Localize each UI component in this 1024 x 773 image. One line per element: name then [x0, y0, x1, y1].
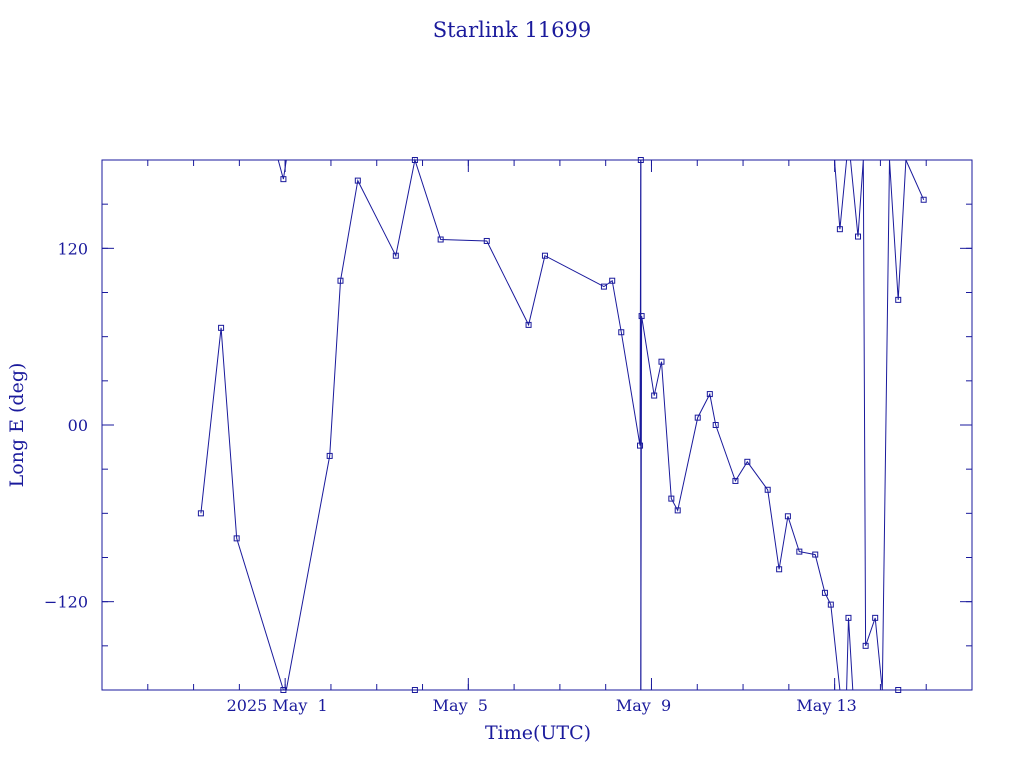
series-path [200, 158, 925, 691]
data-point [920, 196, 927, 203]
x-tick-label: 2025 May 1 [227, 696, 328, 715]
data-point [776, 566, 783, 573]
data-point [827, 601, 834, 608]
data-point [668, 495, 675, 502]
data-point [354, 177, 361, 184]
data-point [862, 642, 869, 649]
data-point [392, 252, 399, 259]
chart-title: Starlink 11699 [433, 18, 592, 42]
y-axis-label: Long E (deg) [6, 363, 28, 488]
tick-labels: 2025 May 1 May 5 May 9 May 13 120 00 −120 [44, 239, 857, 715]
data-point [821, 589, 828, 596]
x-tick-label: May 13 [796, 696, 856, 715]
plot-frame [101, 159, 973, 691]
data-point [483, 237, 490, 244]
y-tick-label: 120 [57, 239, 88, 258]
x-tick-label: May 9 [616, 696, 671, 715]
data-point [618, 329, 625, 336]
data-point [651, 392, 658, 399]
data-point [712, 422, 719, 428]
data-point [872, 614, 879, 621]
data-point [855, 233, 862, 240]
data-point [637, 442, 644, 449]
data-point [411, 687, 418, 693]
data-point [658, 358, 665, 365]
data-point [694, 414, 701, 421]
data-point [280, 176, 287, 183]
data-point [437, 236, 444, 243]
data-point [609, 277, 616, 284]
data-point [836, 226, 843, 233]
data-point [895, 687, 902, 693]
y-tick-label: −120 [44, 593, 88, 612]
x-axis-label: Time(UTC) [485, 722, 591, 744]
data-point [845, 614, 852, 621]
data-point [197, 510, 204, 517]
data-point [600, 283, 607, 290]
data-point [732, 477, 739, 484]
data-point [233, 535, 240, 542]
plot-border [101, 159, 973, 691]
data-point [326, 452, 333, 459]
data-point [744, 458, 751, 465]
series-markers [197, 157, 927, 693]
data-point [411, 157, 418, 163]
data-point [638, 313, 645, 320]
data-point [764, 486, 771, 493]
axis-ticks [102, 160, 972, 690]
data-point [280, 687, 287, 693]
data-point [706, 391, 713, 398]
data-point [674, 507, 681, 514]
y-tick-label: 00 [68, 416, 88, 435]
data-point [218, 324, 225, 331]
data-point [812, 551, 819, 558]
data-point [637, 157, 644, 163]
data-point [541, 252, 548, 259]
x-tick-label: May 5 [433, 696, 488, 715]
data-point [337, 277, 344, 284]
data-point [525, 321, 532, 328]
series-line [200, 158, 925, 691]
data-point [895, 296, 902, 303]
data-point [796, 548, 803, 555]
data-point [784, 513, 791, 520]
